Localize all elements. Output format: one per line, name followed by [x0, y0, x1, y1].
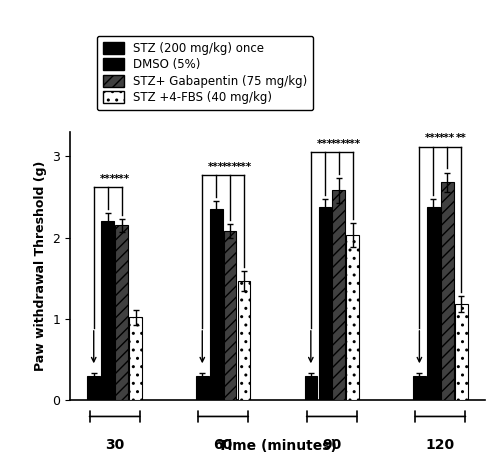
Text: ***: ***	[114, 174, 130, 184]
Bar	[441, 182, 454, 400]
Y-axis label: Paw withdrawal Threshold (g): Paw withdrawal Threshold (g)	[34, 161, 46, 371]
Bar	[224, 231, 236, 400]
Text: ***: ***	[330, 139, 347, 149]
Bar	[102, 221, 114, 400]
Bar	[210, 209, 222, 400]
Text: ***: ***	[236, 162, 252, 172]
Bar	[88, 376, 100, 400]
Bar	[116, 226, 128, 400]
Text: **: **	[456, 133, 466, 143]
Text: 60: 60	[214, 438, 233, 452]
Bar	[318, 207, 331, 400]
Bar	[332, 190, 345, 400]
X-axis label: Time (minutes): Time (minutes)	[218, 439, 337, 453]
Bar	[413, 376, 426, 400]
Bar	[304, 376, 317, 400]
Text: ***: ***	[222, 162, 238, 172]
Text: ***: ***	[426, 133, 442, 143]
Text: 30: 30	[105, 438, 124, 452]
Bar	[238, 281, 250, 400]
Text: ***: ***	[316, 139, 333, 149]
Text: 90: 90	[322, 438, 342, 452]
Text: ***: ***	[208, 162, 224, 172]
Bar	[427, 207, 440, 400]
Bar	[196, 376, 208, 400]
Text: ***: ***	[440, 133, 456, 143]
Bar	[130, 317, 142, 400]
Bar	[346, 235, 359, 400]
Text: 120: 120	[426, 438, 455, 452]
Text: ***: ***	[344, 139, 361, 149]
Text: ***: ***	[100, 174, 116, 184]
Bar	[455, 304, 468, 400]
Legend: STZ (200 mg/kg) once, DMSO (5%), STZ+ Gabapentin (75 mg/kg), STZ +4-FBS (40 mg/k: STZ (200 mg/kg) once, DMSO (5%), STZ+ Ga…	[96, 36, 314, 110]
